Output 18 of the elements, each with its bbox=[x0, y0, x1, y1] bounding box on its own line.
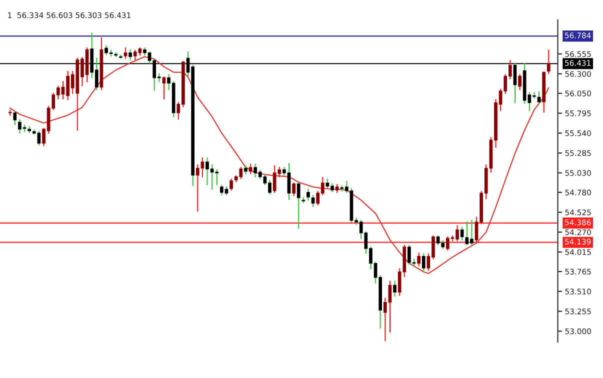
candlestick bbox=[422, 253, 426, 271]
candlestick bbox=[128, 49, 132, 60]
candlestick bbox=[230, 178, 233, 191]
candlestick bbox=[292, 182, 296, 196]
candlestick bbox=[460, 226, 464, 240]
candlestick bbox=[13, 110, 17, 126]
candlestick bbox=[537, 91, 541, 104]
candlestick bbox=[393, 280, 396, 297]
candlestick bbox=[518, 74, 522, 90]
candlestick bbox=[417, 252, 420, 266]
candlestick bbox=[248, 164, 252, 174]
candlestick bbox=[296, 182, 300, 229]
line-series bbox=[10, 56, 550, 274]
candlestick bbox=[306, 188, 310, 201]
candlestick bbox=[124, 48, 128, 59]
candlestick bbox=[311, 194, 315, 207]
candlestick bbox=[546, 50, 550, 74]
candlestick bbox=[162, 76, 166, 100]
